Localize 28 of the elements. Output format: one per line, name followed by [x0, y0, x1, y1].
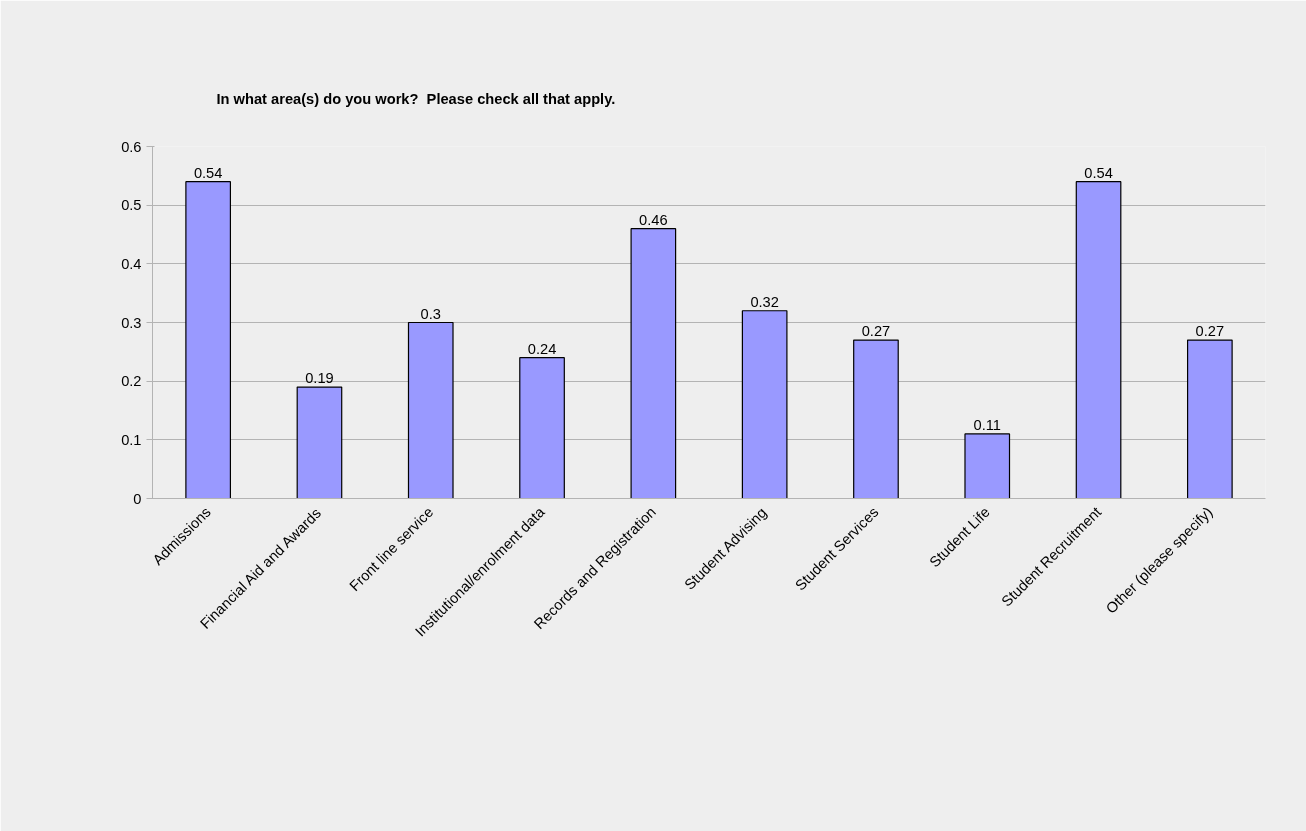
bar	[296, 386, 343, 499]
y-tick-label: 0	[133, 490, 142, 507]
y-tick-label: 0.2	[121, 373, 142, 390]
bar	[407, 321, 454, 499]
y-tick-label: 0.6	[121, 138, 142, 155]
bar	[964, 433, 1011, 499]
bar	[519, 357, 565, 499]
bar	[741, 310, 788, 499]
bar	[1075, 181, 1122, 499]
data-label: 0.54	[1084, 164, 1113, 181]
bar	[630, 228, 677, 499]
data-label: 0.27	[1195, 323, 1225, 340]
data-label: 0.24	[527, 340, 557, 357]
y-tick-label: 0.1	[121, 431, 142, 448]
y-tick-label: 0.3	[121, 314, 142, 331]
data-label: 0.54	[193, 164, 223, 181]
y-tick-label: 0.5	[121, 197, 142, 214]
data-label: 0.32	[750, 293, 779, 310]
data-label: 0.27	[861, 323, 891, 340]
bar	[853, 339, 899, 499]
y-tick-label: 0.4	[121, 255, 142, 272]
data-label: 0.3	[420, 305, 441, 322]
data-label: 0.11	[973, 416, 1001, 433]
chart-title: In what area(s) do you work? Please check all that apply.	[216, 90, 616, 107]
data-label: 0.19	[305, 370, 334, 387]
data-label: 0.46	[639, 211, 668, 228]
bar	[1186, 339, 1233, 499]
bar	[185, 181, 232, 499]
